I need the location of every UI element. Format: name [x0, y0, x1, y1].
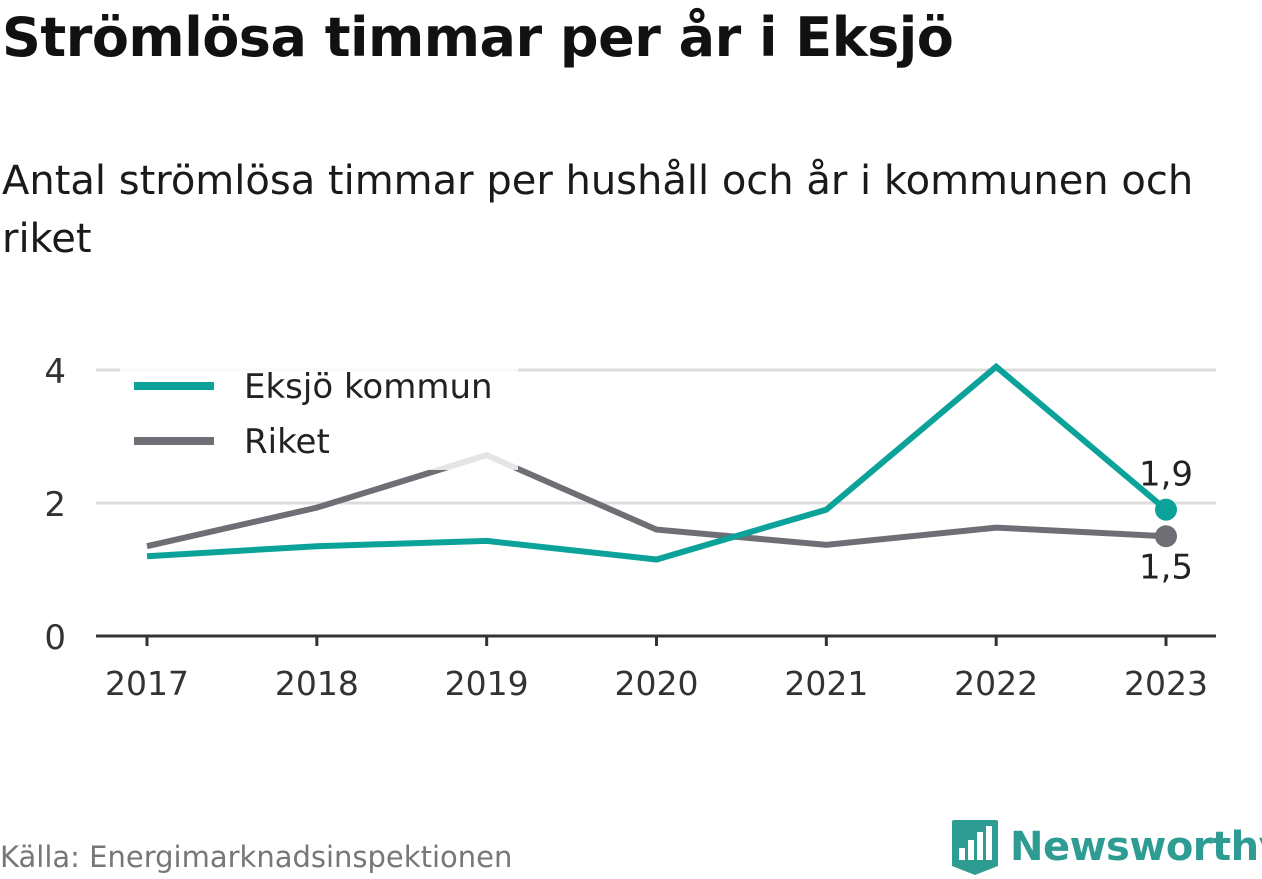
- data-label: 1,5: [1139, 547, 1193, 587]
- x-tick-label: 2018: [275, 664, 359, 703]
- end-labels: 1,9 1,5: [1139, 455, 1193, 588]
- y-tick-label: 2: [44, 485, 66, 525]
- end-point-marker: [1155, 525, 1177, 548]
- source-note: Källa: Energimarknadsinspektionen: [0, 840, 513, 874]
- chart-title: Strömlösa timmar per år i Eksjö: [2, 6, 954, 69]
- x-tick-label: 2020: [615, 664, 699, 703]
- x-axis: 2017 2018 2019 2020 2021 2022 2023: [96, 634, 1216, 703]
- legend-background: [120, 352, 518, 470]
- bar-chart-icon: [952, 820, 998, 875]
- y-tick-label: 4: [44, 352, 66, 392]
- brand-name: Newsworthy: [1010, 824, 1262, 870]
- legend: Eksjö kommun Riket: [120, 352, 518, 470]
- y-axis-ticks: 0 2 4: [44, 352, 66, 658]
- legend-label: Eksjö kommun: [244, 367, 493, 407]
- newsworthy-logo: Newsworthy: [950, 818, 1262, 876]
- x-tick-label: 2021: [784, 664, 868, 703]
- series-line-eksjo: [146, 362, 1168, 563]
- series-line-riket: [146, 451, 1167, 550]
- x-tick-label: 2022: [954, 664, 1038, 703]
- legend-label: Riket: [244, 422, 330, 462]
- chart-subtitle: Antal strömlösa timmar per hushåll och å…: [2, 158, 1194, 262]
- end-point-marker: [1155, 498, 1177, 521]
- y-tick-label: 0: [44, 618, 66, 658]
- x-tick-label: 2017: [105, 664, 189, 703]
- series-lines: [146, 362, 1168, 563]
- data-label: 1,9: [1139, 455, 1193, 495]
- x-tick-label: 2023: [1124, 664, 1208, 703]
- x-tick-label: 2019: [445, 664, 529, 703]
